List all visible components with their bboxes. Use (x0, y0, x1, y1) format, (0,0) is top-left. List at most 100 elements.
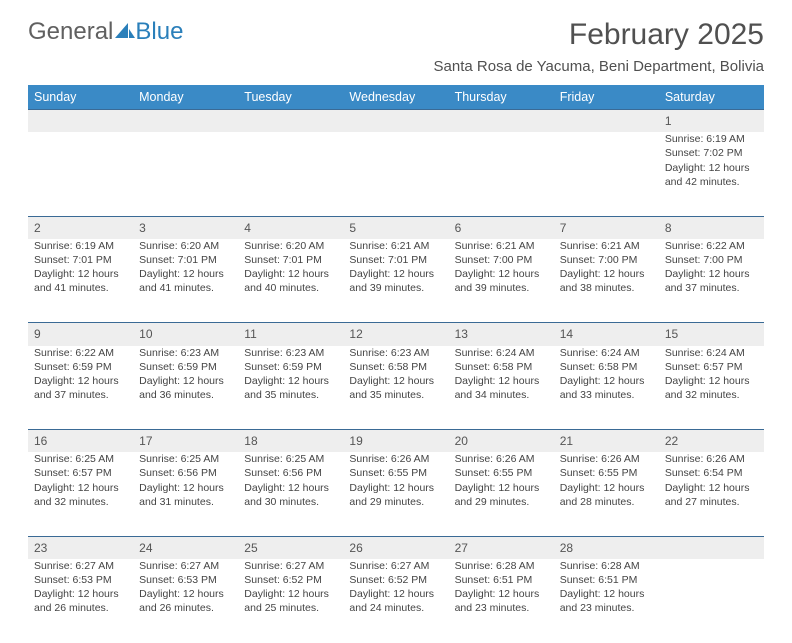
day-sr-line: Sunrise: 6:28 AM (455, 559, 548, 573)
day-body-cell: Sunrise: 6:26 AMSunset: 6:55 PMDaylight:… (449, 452, 554, 536)
day-number-cell: 28 (554, 536, 659, 559)
day-sr-line: Sunrise: 6:24 AM (560, 346, 653, 360)
day-ss-line: Sunset: 6:55 PM (455, 466, 548, 480)
day-number-cell: 18 (238, 430, 343, 453)
day-number-row: 16171819202122 (28, 430, 764, 453)
day-d2-line: and 41 minutes. (34, 281, 127, 295)
day-body-cell: Sunrise: 6:27 AMSunset: 6:53 PMDaylight:… (28, 559, 133, 643)
day-number-cell (238, 110, 343, 133)
day-d2-line: and 38 minutes. (560, 281, 653, 295)
day-ss-line: Sunset: 6:57 PM (34, 466, 127, 480)
weekday-header: Thursday (449, 85, 554, 110)
day-d1-line: Daylight: 12 hours (455, 481, 548, 495)
day-d1-line: Daylight: 12 hours (349, 587, 442, 601)
weekday-header: Saturday (659, 85, 764, 110)
day-body-cell (238, 132, 343, 216)
day-number-row: 2345678 (28, 216, 764, 239)
day-body-cell: Sunrise: 6:27 AMSunset: 6:52 PMDaylight:… (238, 559, 343, 643)
day-number-cell: 11 (238, 323, 343, 346)
day-d1-line: Daylight: 12 hours (244, 374, 337, 388)
day-d2-line: and 35 minutes. (349, 388, 442, 402)
day-number-cell: 26 (343, 536, 448, 559)
day-body-cell (343, 132, 448, 216)
day-ss-line: Sunset: 6:52 PM (349, 573, 442, 587)
day-d1-line: Daylight: 12 hours (244, 481, 337, 495)
day-d1-line: Daylight: 12 hours (665, 161, 758, 175)
day-d2-line: and 25 minutes. (244, 601, 337, 615)
day-d2-line: and 34 minutes. (455, 388, 548, 402)
day-sr-line: Sunrise: 6:27 AM (244, 559, 337, 573)
day-number-row: 9101112131415 (28, 323, 764, 346)
day-d1-line: Daylight: 12 hours (34, 481, 127, 495)
day-body-cell: Sunrise: 6:20 AMSunset: 7:01 PMDaylight:… (133, 239, 238, 323)
logo-text-blue: Blue (113, 18, 183, 46)
day-body-cell: Sunrise: 6:24 AMSunset: 6:58 PMDaylight:… (554, 346, 659, 430)
day-body-cell (554, 132, 659, 216)
weekday-header-row: Sunday Monday Tuesday Wednesday Thursday… (28, 85, 764, 110)
day-ss-line: Sunset: 6:56 PM (139, 466, 232, 480)
day-body-cell: Sunrise: 6:25 AMSunset: 6:57 PMDaylight:… (28, 452, 133, 536)
day-ss-line: Sunset: 6:51 PM (455, 573, 548, 587)
day-ss-line: Sunset: 6:59 PM (34, 360, 127, 374)
day-number-cell: 14 (554, 323, 659, 346)
page-title: February 2025 (434, 18, 764, 52)
day-body-cell: Sunrise: 6:24 AMSunset: 6:57 PMDaylight:… (659, 346, 764, 430)
day-sr-line: Sunrise: 6:21 AM (560, 239, 653, 253)
day-d2-line: and 32 minutes. (665, 388, 758, 402)
day-d1-line: Daylight: 12 hours (455, 267, 548, 281)
day-ss-line: Sunset: 7:01 PM (139, 253, 232, 267)
day-d2-line: and 29 minutes. (349, 495, 442, 509)
day-number-cell: 24 (133, 536, 238, 559)
day-ss-line: Sunset: 6:58 PM (349, 360, 442, 374)
day-sr-line: Sunrise: 6:21 AM (455, 239, 548, 253)
day-d1-line: Daylight: 12 hours (560, 587, 653, 601)
day-sr-line: Sunrise: 6:26 AM (349, 452, 442, 466)
logo-sail-icon (115, 23, 135, 39)
location-line: Santa Rosa de Yacuma, Beni Department, B… (434, 58, 764, 75)
day-d2-line: and 37 minutes. (665, 281, 758, 295)
day-d2-line: and 27 minutes. (665, 495, 758, 509)
day-d2-line: and 32 minutes. (34, 495, 127, 509)
day-sr-line: Sunrise: 6:26 AM (560, 452, 653, 466)
day-ss-line: Sunset: 6:59 PM (244, 360, 337, 374)
day-ss-line: Sunset: 6:58 PM (560, 360, 653, 374)
day-ss-line: Sunset: 7:00 PM (455, 253, 548, 267)
day-number-cell: 17 (133, 430, 238, 453)
day-d1-line: Daylight: 12 hours (560, 374, 653, 388)
day-sr-line: Sunrise: 6:24 AM (665, 346, 758, 360)
day-d2-line: and 24 minutes. (349, 601, 442, 615)
day-body-cell: Sunrise: 6:24 AMSunset: 6:58 PMDaylight:… (449, 346, 554, 430)
day-number-cell (343, 110, 448, 133)
day-body-cell (449, 132, 554, 216)
day-body-cell (659, 559, 764, 643)
day-body-cell: Sunrise: 6:26 AMSunset: 6:55 PMDaylight:… (554, 452, 659, 536)
calendar-table: Sunday Monday Tuesday Wednesday Thursday… (28, 85, 764, 643)
weekday-header: Sunday (28, 85, 133, 110)
day-ss-line: Sunset: 7:01 PM (34, 253, 127, 267)
day-number-cell: 8 (659, 216, 764, 239)
day-d1-line: Daylight: 12 hours (349, 481, 442, 495)
day-sr-line: Sunrise: 6:20 AM (139, 239, 232, 253)
logo: General Blue (28, 18, 183, 46)
day-body-row: Sunrise: 6:19 AMSunset: 7:02 PMDaylight:… (28, 132, 764, 216)
day-number-cell: 1 (659, 110, 764, 133)
day-d2-line: and 23 minutes. (455, 601, 548, 615)
weekday-header: Tuesday (238, 85, 343, 110)
day-sr-line: Sunrise: 6:25 AM (34, 452, 127, 466)
day-number-cell: 5 (343, 216, 448, 239)
day-body-cell: Sunrise: 6:21 AMSunset: 7:00 PMDaylight:… (449, 239, 554, 323)
day-number-cell: 10 (133, 323, 238, 346)
day-ss-line: Sunset: 6:55 PM (349, 466, 442, 480)
day-body-cell: Sunrise: 6:27 AMSunset: 6:52 PMDaylight:… (343, 559, 448, 643)
day-sr-line: Sunrise: 6:21 AM (349, 239, 442, 253)
weekday-header: Wednesday (343, 85, 448, 110)
day-d1-line: Daylight: 12 hours (455, 374, 548, 388)
day-d1-line: Daylight: 12 hours (244, 267, 337, 281)
day-d2-line: and 31 minutes. (139, 495, 232, 509)
day-d1-line: Daylight: 12 hours (349, 374, 442, 388)
day-number-cell: 4 (238, 216, 343, 239)
day-body-cell: Sunrise: 6:28 AMSunset: 6:51 PMDaylight:… (554, 559, 659, 643)
day-number-cell: 21 (554, 430, 659, 453)
day-sr-line: Sunrise: 6:20 AM (244, 239, 337, 253)
day-ss-line: Sunset: 6:55 PM (560, 466, 653, 480)
